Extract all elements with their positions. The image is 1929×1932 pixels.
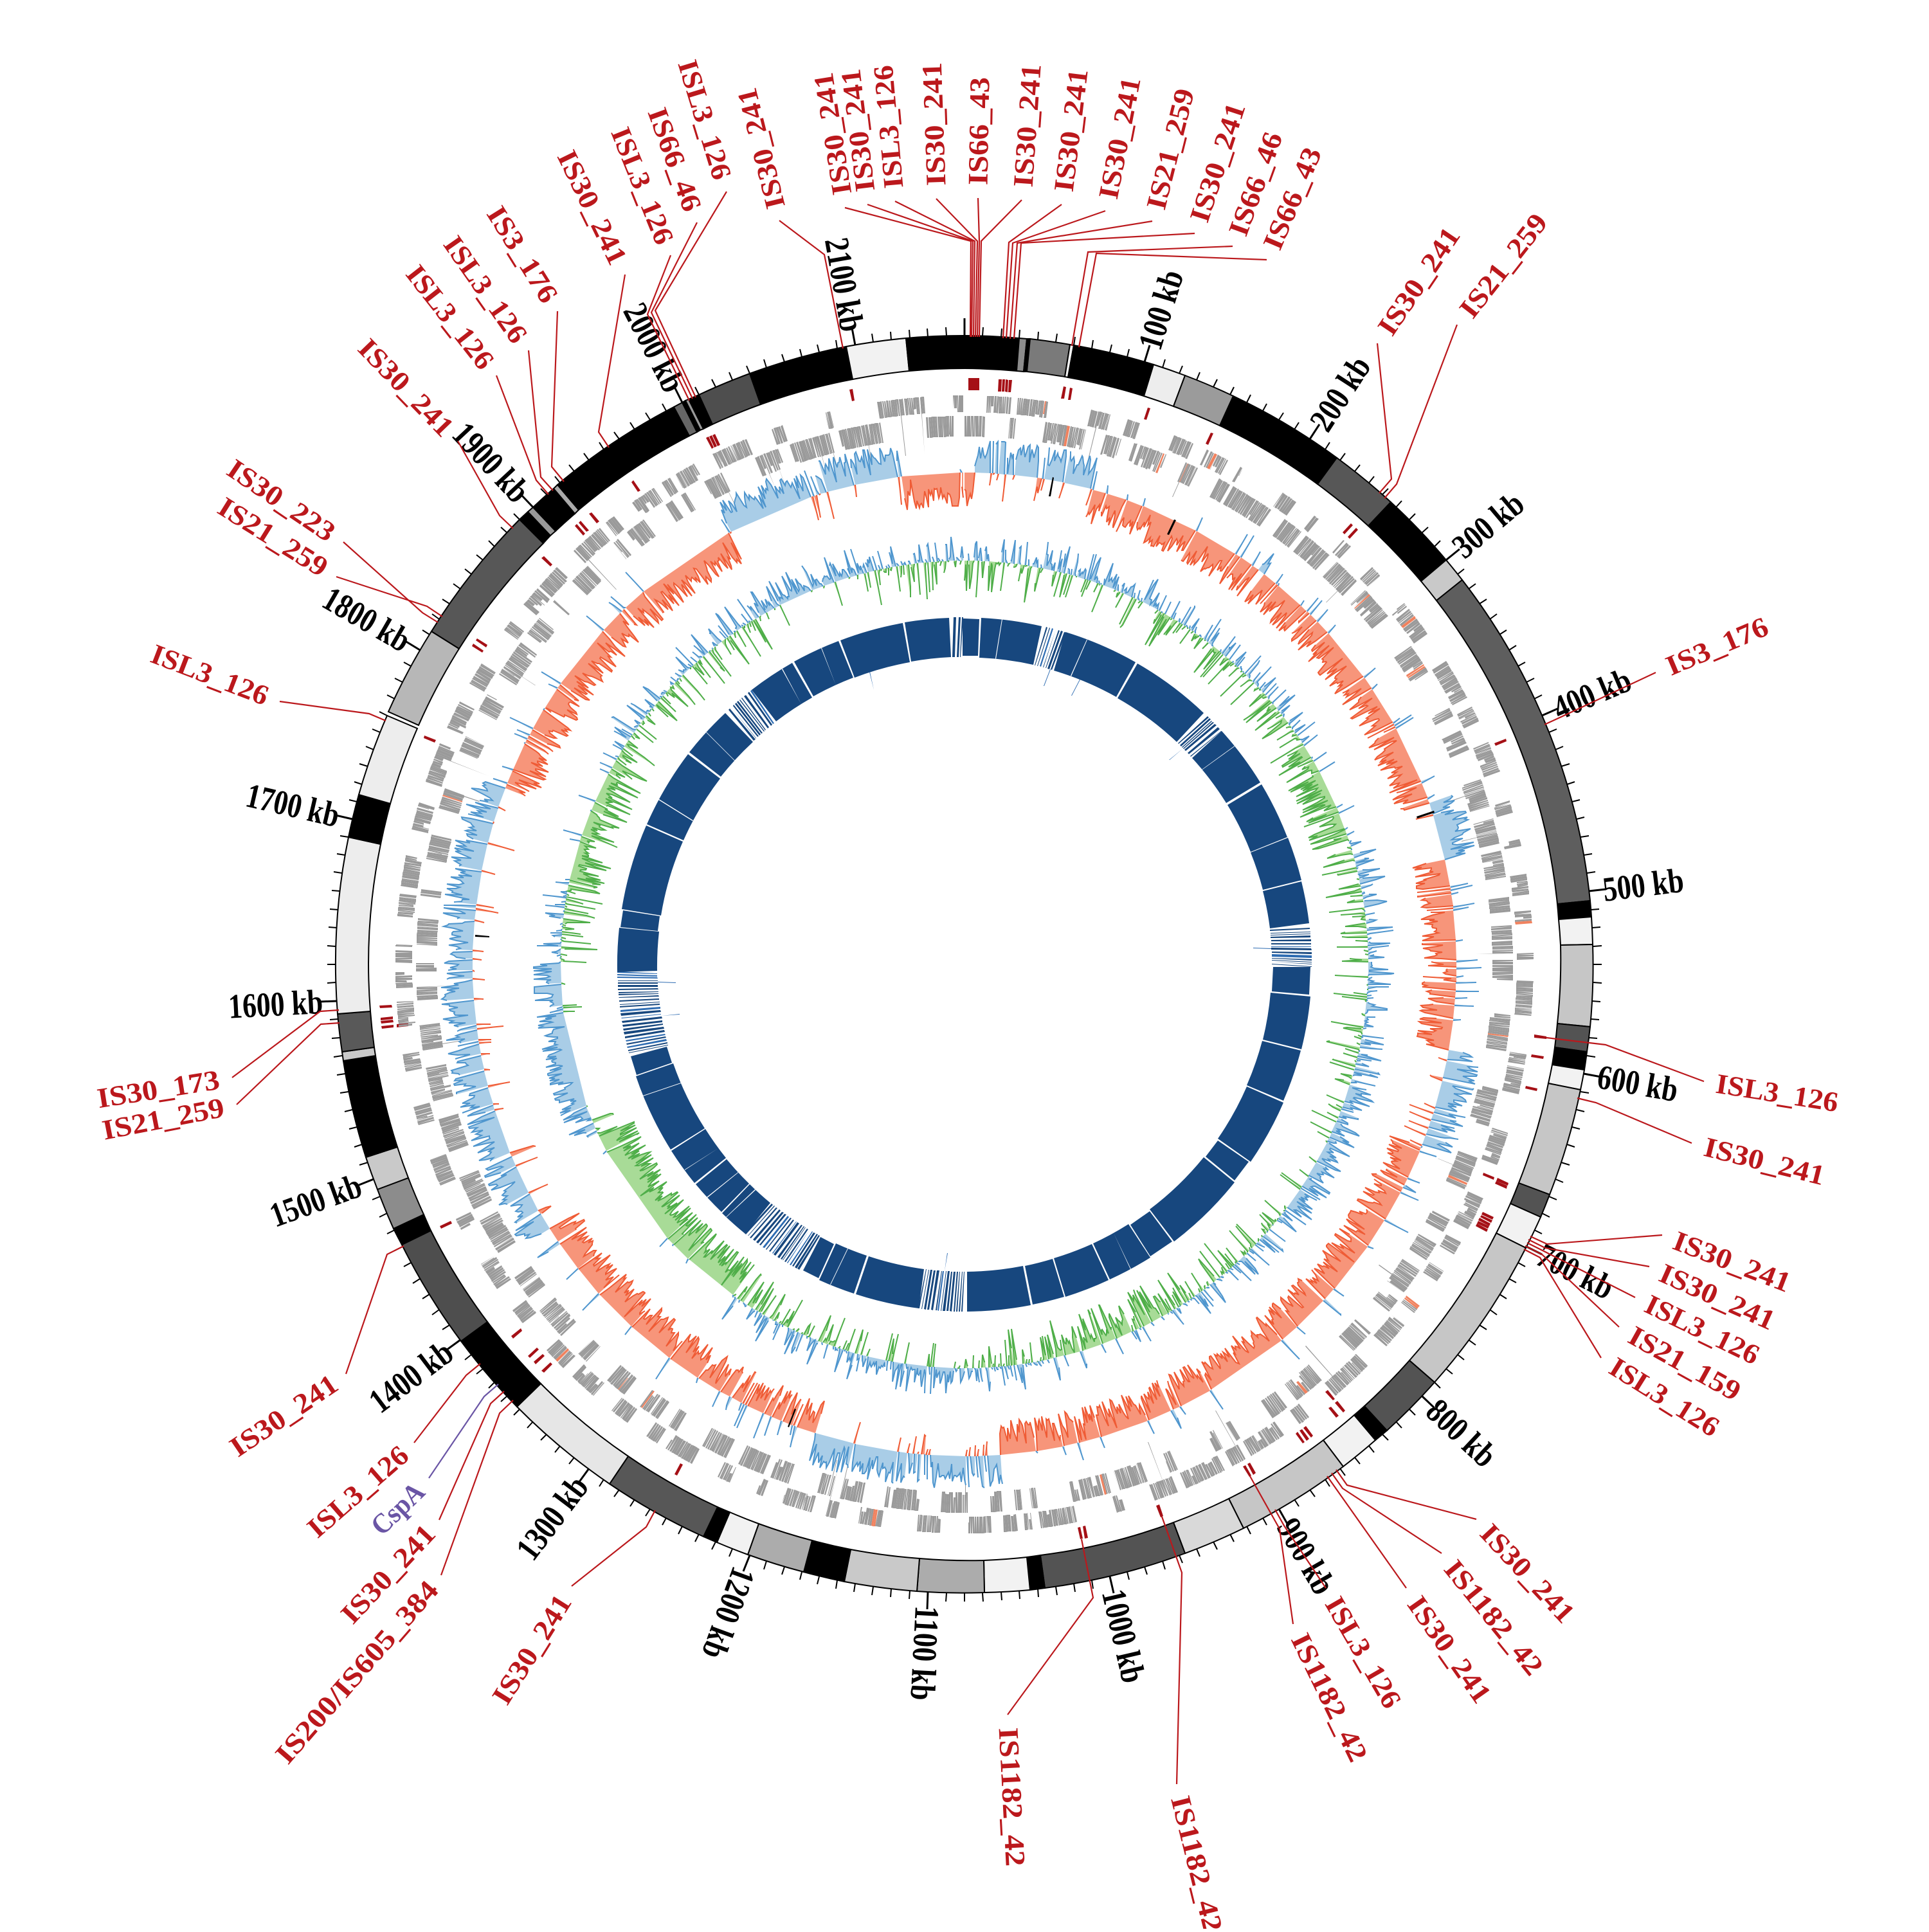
svg-text:IS66_43: IS66_43 [963,77,996,186]
svg-text:IS30_241: IS30_241 [916,62,952,186]
svg-text:1100 kb: 1100 kb [903,1605,946,1701]
svg-text:1600 kb: 1600 kb [228,982,324,1026]
svg-text:IS1182_42: IS1182_42 [993,1727,1031,1867]
